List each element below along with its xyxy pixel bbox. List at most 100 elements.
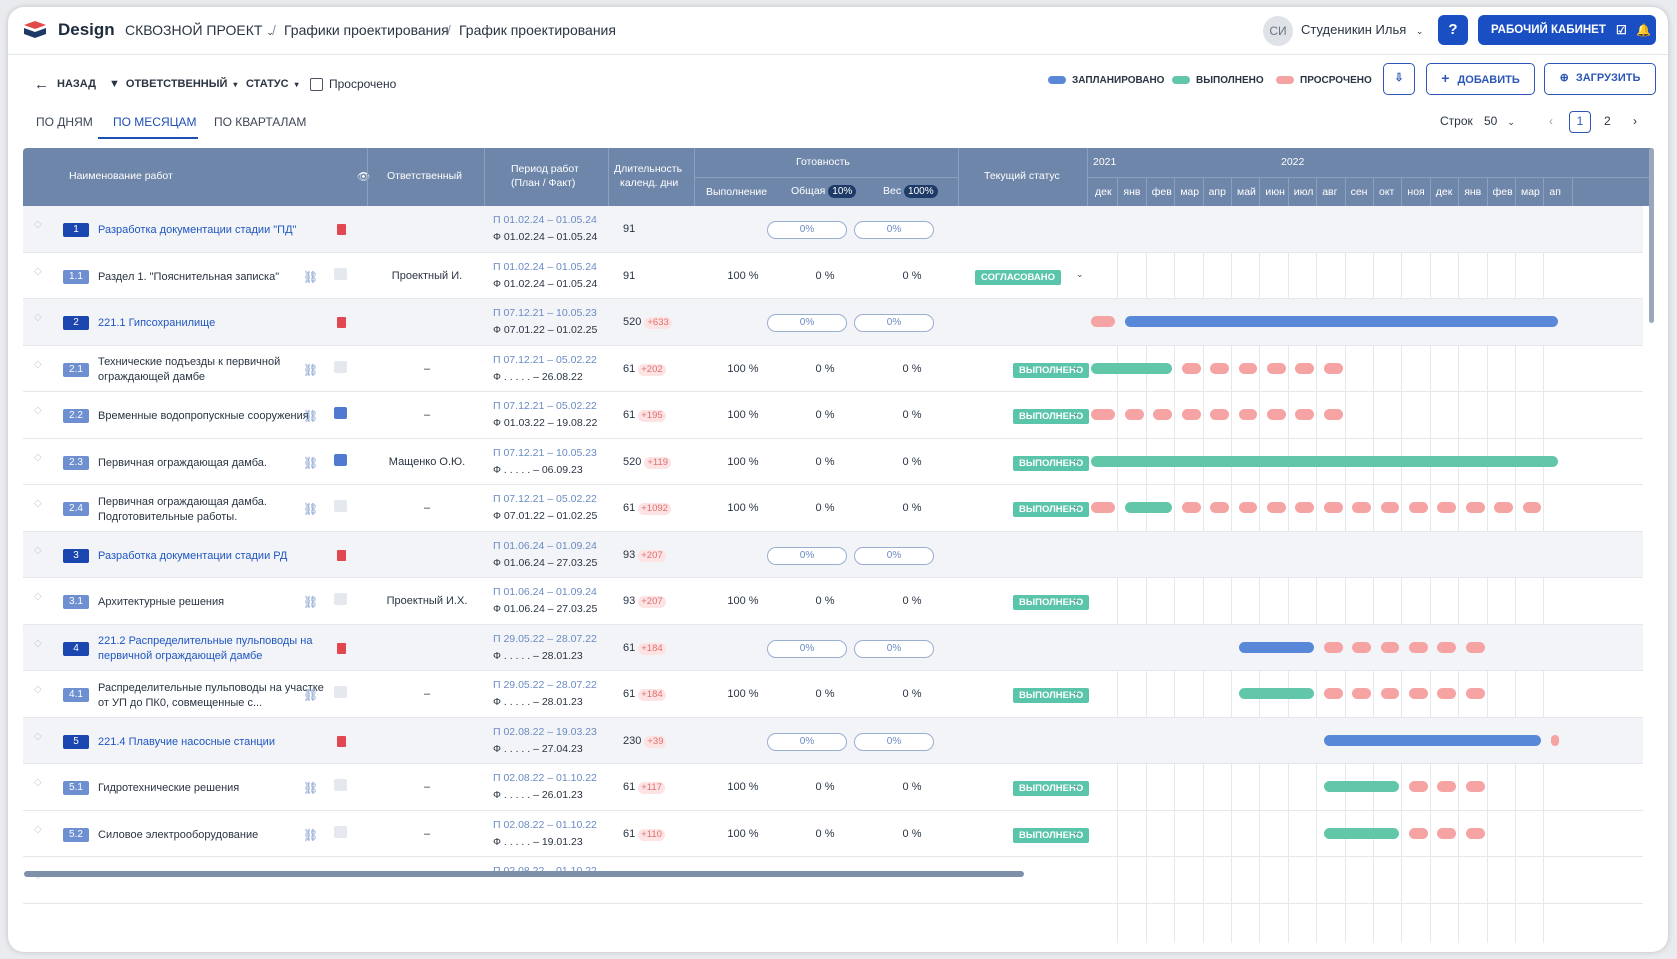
gantt-bar-overdue[interactable]: [1409, 781, 1428, 792]
link-icon[interactable]: ⛓: [303, 595, 319, 609]
gantt-bar-overdue[interactable]: [1323, 409, 1343, 420]
upload-button[interactable]: ⊕ ЗАГРУЗИТЬ: [1544, 63, 1656, 95]
gantt-bar-overdue[interactable]: [1238, 409, 1258, 420]
group-row[interactable]: ◇ 1 Разработка документации стадии "ПД" П 0…: [23, 206, 1643, 253]
comment-icon[interactable]: [334, 686, 347, 698]
tab-days[interactable]: ПО ДНЯМ: [36, 115, 93, 129]
gantt-bar-overdue[interactable]: [1091, 502, 1116, 513]
link-icon[interactable]: ⛓: [303, 269, 319, 284]
gantt-bar-overdue[interactable]: [1437, 827, 1457, 839]
gantt-bar-overdue[interactable]: [1238, 362, 1258, 374]
comment-icon[interactable]: [334, 779, 347, 791]
gantt-bar-overdue[interactable]: [1465, 688, 1485, 699]
gantt-bar-overdue[interactable]: [1267, 502, 1286, 513]
task-name[interactable]: Архитектурные решения: [98, 596, 225, 608]
user-name[interactable]: Студеникин Илья ⌄: [1301, 22, 1424, 37]
avatar[interactable]: СИ: [1263, 16, 1293, 46]
task-name[interactable]: [98, 857, 328, 906]
comment-icon[interactable]: [334, 407, 347, 419]
link-icon[interactable]: ⛓: [303, 409, 319, 423]
link-icon[interactable]: ⛓: [303, 827, 319, 842]
drag-handle-icon[interactable]: ◇: [34, 358, 42, 370]
comment-icon[interactable]: [334, 267, 347, 280]
status-badge[interactable]: ВЫПОЛНЕНО: [1013, 455, 1090, 471]
chevron-down-icon[interactable]: ⌄: [1072, 454, 1080, 465]
status-badge[interactable]: СОГЛАСОВАНО: [975, 269, 1061, 285]
comment-icon[interactable]: [334, 360, 347, 373]
col-status[interactable]: Текущий статус: [984, 170, 1060, 182]
gantt-bar-overdue[interactable]: [1210, 502, 1229, 513]
status-badge[interactable]: ВЫПОЛНЕНО: [1013, 688, 1090, 703]
col-execution[interactable]: Выполнение: [706, 186, 768, 198]
trash-icon[interactable]: [337, 224, 346, 235]
gantt-bar-planned[interactable]: [1125, 316, 1559, 327]
gantt-bar-overdue[interactable]: [1210, 362, 1229, 374]
drag-handle-icon[interactable]: ◇: [34, 312, 42, 323]
gantt-bar-overdue[interactable]: [1494, 502, 1513, 513]
task-row[interactable]: ◇ 2.1 Технические подъезды к первичной огр…: [23, 346, 1643, 392]
status-badge[interactable]: ВЫПОЛНЕНО: [1013, 781, 1090, 796]
help-button[interactable]: ?: [1438, 15, 1468, 45]
gantt-bar-done[interactable]: [1238, 688, 1315, 699]
next-page-icon[interactable]: ›: [1633, 114, 1637, 128]
gantt-bar-overdue[interactable]: [1551, 734, 1560, 746]
task-name[interactable]: 221.1 Гипсохранилище: [98, 317, 216, 329]
gantt-bar-overdue[interactable]: [1437, 641, 1457, 653]
chevron-down-icon[interactable]: ⌄: [1072, 408, 1080, 418]
gantt-bar-overdue[interactable]: [1323, 502, 1343, 513]
task-name[interactable]: Распределительные пульповоды на участке …: [98, 681, 324, 709]
gantt-bar-overdue[interactable]: [1267, 409, 1286, 420]
col-name[interactable]: Наименование работ: [69, 170, 173, 182]
trash-icon[interactable]: [337, 317, 346, 328]
task-row[interactable]: ◇ 2.4 Первичная ограждающая дамба. Подгото…: [23, 485, 1643, 532]
trash-icon[interactable]: [337, 642, 346, 654]
drag-handle-icon[interactable]: ◇: [34, 637, 42, 649]
breadcrumb-schedules[interactable]: Графики проектирования: [284, 22, 449, 38]
gantt-bar-overdue[interactable]: [1323, 688, 1343, 699]
task-row[interactable]: ◇П 02.08.22 – 01.10.22: [23, 857, 1643, 904]
chevron-down-icon[interactable]: ⌄: [1072, 501, 1080, 511]
gantt-bar-overdue[interactable]: [1380, 641, 1400, 653]
gantt-bar-overdue[interactable]: [1409, 827, 1428, 839]
cabinet-button[interactable]: РАБОЧИЙ КАБИНЕТ ☑ 🔔: [1478, 15, 1656, 45]
link-icon[interactable]: ⛓: [303, 781, 319, 795]
link-icon[interactable]: ⛓: [303, 362, 319, 377]
gantt-bar-done[interactable]: [1091, 362, 1173, 374]
task-row[interactable]: ◇ 3.1 Архитектурные решения ⛓ Проектный И.Х.…: [23, 578, 1643, 625]
drag-handle-icon[interactable]: ◇: [34, 730, 42, 742]
chevron-down-icon[interactable]: ⌄: [1072, 780, 1080, 790]
link-icon[interactable]: ⛓: [303, 502, 319, 516]
status-badge[interactable]: ВЫПОЛНЕНО: [1013, 595, 1090, 610]
gantt-bar-overdue[interactable]: [1465, 502, 1485, 513]
group-row[interactable]: ◇ 5 221.4 Плавучие насосные станции П 02.08…: [23, 717, 1643, 764]
gantt-bar-overdue[interactable]: [1323, 641, 1343, 653]
chevron-down-icon[interactable]: ⌄: [1072, 594, 1080, 604]
task-row[interactable]: ◇ 5.1 Гидротехнические решения ⛓ – П 02.08.22…: [23, 764, 1643, 811]
gantt-bar-overdue[interactable]: [1380, 688, 1400, 699]
group-row[interactable]: ◇ 3 Разработка документации стадии РД П 01.…: [23, 531, 1643, 578]
gantt-bar-done[interactable]: [1091, 455, 1559, 467]
status-badge[interactable]: ВЫПОЛНЕНО: [1013, 409, 1090, 424]
gantt-bar-overdue[interactable]: [1295, 409, 1315, 420]
drag-handle-icon[interactable]: ◇: [34, 451, 42, 463]
col-total[interactable]: Общая 10%: [791, 185, 857, 198]
gantt-bar-overdue[interactable]: [1295, 502, 1315, 513]
gantt-bar-overdue[interactable]: [1352, 502, 1371, 513]
task-name[interactable]: Временные водопропускные сооружения: [98, 410, 309, 422]
gantt-bar-overdue[interactable]: [1323, 362, 1343, 374]
comment-icon[interactable]: [334, 500, 347, 512]
task-row[interactable]: ◇ 2.2 Временные водопропускные сооружения ⛓…: [23, 392, 1643, 439]
gantt-bar-overdue[interactable]: [1267, 362, 1286, 374]
link-icon[interactable]: ⛓: [303, 688, 319, 702]
drag-handle-icon[interactable]: ◇: [34, 591, 42, 602]
gantt-bar-overdue[interactable]: [1295, 362, 1315, 374]
gantt-bar-done[interactable]: [1323, 781, 1400, 792]
overdue-checkbox[interactable]: Просрочено: [310, 67, 396, 101]
task-row[interactable]: ◇ 1.1 Раздел 1. "Пояснительная записка" ⛓ Пр…: [23, 253, 1643, 299]
col-responsible[interactable]: Ответственный: [387, 170, 462, 182]
chevron-down-icon[interactable]: ⌄: [1072, 361, 1080, 372]
task-name[interactable]: 221.2 Распределительные пульповоды на пе…: [98, 635, 313, 662]
gantt-bar-overdue[interactable]: [1125, 409, 1144, 420]
comment-icon[interactable]: [334, 825, 347, 838]
task-row[interactable]: ◇ 2.3 Первичная ограждающая дамба. ⛓ Мащенко…: [23, 439, 1643, 485]
